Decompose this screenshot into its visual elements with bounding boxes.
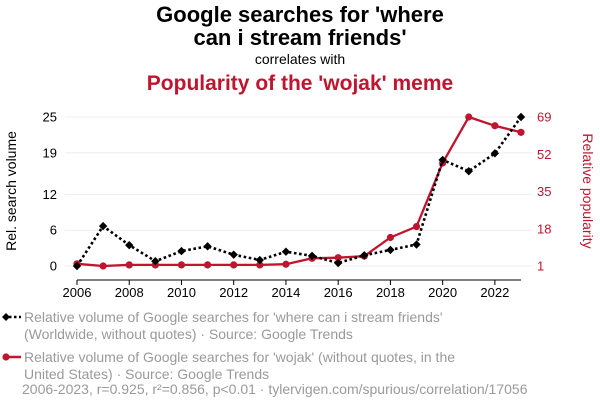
series-0-point-6 — [229, 250, 238, 259]
right-tick-label-3: 52 — [537, 147, 551, 162]
series-1-point-10 — [334, 254, 342, 262]
series-1-point-7 — [256, 261, 264, 269]
series-0-point-9 — [307, 251, 317, 261]
left-tick-label-2: 12 — [43, 187, 57, 202]
chart-footer: 2006-2023, r=0.925, r²=0.856, p<0.01 · t… — [22, 381, 528, 397]
series-1-point-15 — [465, 113, 473, 121]
series-1 — [73, 113, 525, 270]
chart-titles: Google searches for 'where can i stream … — [147, 2, 453, 95]
x-tick-label-5: 2016 — [324, 285, 353, 300]
right-axis-ticks: 1 18 35 52 69 — [537, 110, 551, 274]
series-0-point-0 — [72, 261, 82, 271]
series-0-point-3 — [151, 257, 160, 266]
series-0-point-4 — [177, 246, 186, 256]
series-0-point-11 — [360, 251, 369, 260]
series-layer — [72, 112, 526, 271]
series-0-point-15 — [464, 167, 473, 176]
chart-subtitle: correlates with — [255, 51, 345, 67]
legend-swatch-marker-0 — [2, 313, 10, 321]
left-tick-label-1: 6 — [50, 223, 57, 238]
series-line-1 — [76, 115, 522, 268]
x-axis-ticks: 2006 2008 2010 2012 2014 2016 2018 2020 2022 — [63, 279, 521, 300]
gridlines — [65, 116, 533, 267]
right-tick-label-0: 1 — [537, 259, 544, 274]
x-tick-label-7: 2020 — [428, 285, 457, 300]
legend-swatch-marker-1 — [2, 353, 10, 361]
series-0-point-12 — [386, 245, 395, 255]
right-tick-label-1: 18 — [537, 221, 551, 236]
series-0-point-10 — [333, 258, 343, 268]
series-1-point-13 — [412, 222, 421, 231]
x-tick-label-4: 2014 — [271, 285, 300, 300]
legend-text-0-1: (Worldwide, without quotes) · Source: Go… — [24, 326, 353, 342]
x-tick-label-0: 2006 — [63, 285, 92, 300]
series-1-point-1 — [99, 262, 107, 270]
legend: Relative volume of Google searches for '… — [2, 309, 455, 382]
series-0-point-13 — [412, 240, 421, 249]
series-0-point-14 — [438, 155, 447, 165]
series-0-point-8 — [281, 247, 291, 256]
x-tick-label-6: 2018 — [376, 285, 405, 300]
left-tick-label-0: 0 — [50, 259, 57, 274]
legend-text-1-1: United States) · Source: Google Trends — [24, 366, 269, 382]
series-0-point-16 — [490, 149, 500, 158]
series-1-point-5 — [203, 261, 212, 269]
legend-text-0-0: Relative volume of Google searches for '… — [24, 309, 443, 325]
chart-title-line-1: Google searches for 'where — [156, 2, 444, 27]
chart-title-line-2: can i stream friends' — [193, 25, 406, 50]
x-tick-label-1: 2008 — [115, 285, 144, 300]
series-1-point-17 — [517, 128, 525, 136]
series-0 — [72, 112, 526, 271]
series-1-point-16 — [491, 122, 499, 130]
series-0-point-1 — [98, 221, 108, 231]
series-1-point-6 — [230, 261, 238, 269]
right-axis-title: Relative popularity — [580, 133, 596, 248]
right-tick-label-2: 35 — [537, 184, 551, 199]
series-line-0 — [75, 116, 523, 267]
x-tick-label-3: 2012 — [219, 285, 248, 300]
series-0-point-7 — [255, 255, 265, 265]
legend-entry-0: Relative volume of Google searches for '… — [2, 309, 443, 342]
legend-entry-1: Relative volume of Google searches for '… — [2, 349, 455, 382]
series-1-point-4 — [177, 261, 186, 269]
chart-second-title: Popularity of the 'wojak' meme — [147, 72, 453, 95]
series-1-point-12 — [386, 233, 395, 242]
series-0-point-2 — [125, 240, 134, 250]
series-1-point-8 — [282, 260, 290, 268]
left-tick-label-3: 19 — [43, 145, 57, 160]
series-1-point-2 — [125, 261, 133, 269]
legend-text-1-0: Relative volume of Google searches for '… — [24, 349, 455, 365]
right-tick-label-4: 69 — [537, 110, 551, 125]
left-tick-label-4: 25 — [43, 110, 57, 125]
x-tick-label-2: 2010 — [167, 285, 196, 300]
series-0-point-17 — [516, 112, 526, 122]
left-axis-ticks: 0 6 12 19 25 — [43, 110, 57, 274]
left-axis-title: Rel. search volume — [3, 131, 19, 251]
x-tick-label-8: 2022 — [480, 285, 509, 300]
series-0-point-5 — [203, 242, 212, 251]
